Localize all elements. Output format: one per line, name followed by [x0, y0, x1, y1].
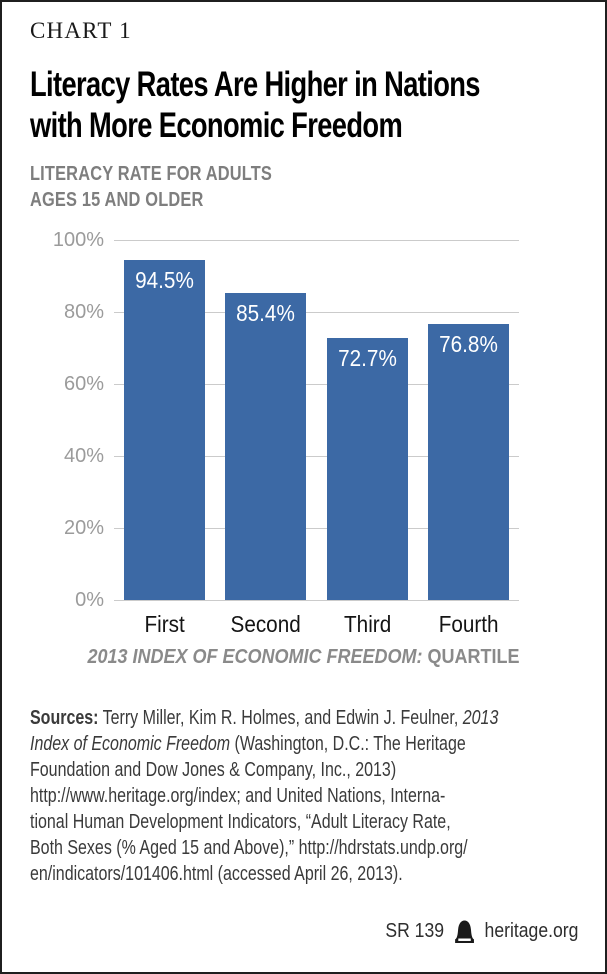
bar-second: 85.4%	[225, 292, 307, 600]
sources-line-2: Index of Economic Freedom (Washington, D…	[30, 733, 466, 755]
bar-value-label-third: 72.7%	[337, 345, 397, 372]
y-tick-label-0: 0%	[75, 589, 104, 611]
sources-line-4: http://www.heritage.org/index; and Unite…	[30, 785, 446, 807]
x-axis-title-upright-part: QUARTILE	[427, 646, 520, 668]
bar-third: 72.7%	[326, 338, 408, 600]
gridline-100	[114, 240, 519, 241]
sources-line-3: Foundation and Dow Jones & Company, Inc.…	[30, 759, 397, 781]
bar-value-label-first: 94.5%	[135, 266, 194, 293]
bar-fourth: 76.8%	[427, 323, 509, 600]
report-id: SR 139	[384, 920, 444, 942]
chart-subtitle-line2: AGES 15 AND OLDER	[30, 189, 204, 211]
sources-line-1: Sources: Terry Miller, Kim R. Holmes, an…	[30, 707, 499, 729]
chart-kicker: CHART 1	[30, 18, 132, 43]
y-tick-label-20: 20%	[63, 517, 104, 539]
chart-subtitle-line1: LITERACY RATE FOR ADULTS	[30, 163, 273, 185]
x-category-label-second: Second	[230, 611, 301, 637]
chart-title-line1: Literacy Rates Are Higher in Nations	[30, 65, 480, 104]
gridline-60	[114, 384, 519, 385]
liberty-bell-icon	[454, 920, 474, 944]
x-category-label-third: Third	[343, 611, 391, 637]
x-axis-title: 2013 INDEX OF ECONOMIC FREEDOM: QUARTILE	[57, 646, 549, 669]
x-axis-title-italic-part: 2013 INDEX OF ECONOMIC FREEDOM:	[87, 646, 423, 668]
y-tick-label-60: 60%	[63, 373, 104, 395]
y-tick-label-80: 80%	[63, 301, 104, 323]
sources-line-6: Both Sexes (% Aged 15 and Above),” http:…	[30, 837, 468, 859]
sources-note: Sources: Terry Miller, Kim R. Holmes, an…	[30, 705, 498, 887]
gridline-40	[114, 456, 519, 457]
chart-subtitle: LITERACY RATE FOR ADULTS AGES 15 AND OLDE…	[30, 161, 272, 213]
gridline-0	[114, 600, 519, 601]
chart-title: Literacy Rates Are Higher in Nations with…	[30, 64, 480, 146]
bar-value-label-fourth: 76.8%	[439, 330, 498, 357]
x-category-label-fourth: Fourth	[438, 611, 499, 637]
gridline-80	[114, 312, 519, 313]
bar-first: 94.5%	[124, 259, 206, 600]
sources-line-7: en/indicators/101406.html (accessed Apri…	[30, 863, 403, 885]
x-category-label-first: First	[144, 611, 185, 637]
chart-title-line2: with More Economic Freedom	[30, 106, 403, 145]
y-tick-label-100: 100%	[52, 229, 104, 251]
y-tick-label-40: 40%	[63, 445, 104, 467]
gridline-20	[114, 528, 519, 529]
site-name: heritage.org	[484, 920, 578, 942]
bar-chart-plot-area: 100% 80% 60% 40% 20% 0% 94.5% First 85.4% Second 7…	[53, 229, 519, 637]
bar-value-label-second: 85.4%	[236, 299, 296, 326]
sources-line-5: tional Human Development Indicators, “Ad…	[30, 811, 451, 833]
footer: SR 139 heritage.org	[385, 919, 578, 944]
